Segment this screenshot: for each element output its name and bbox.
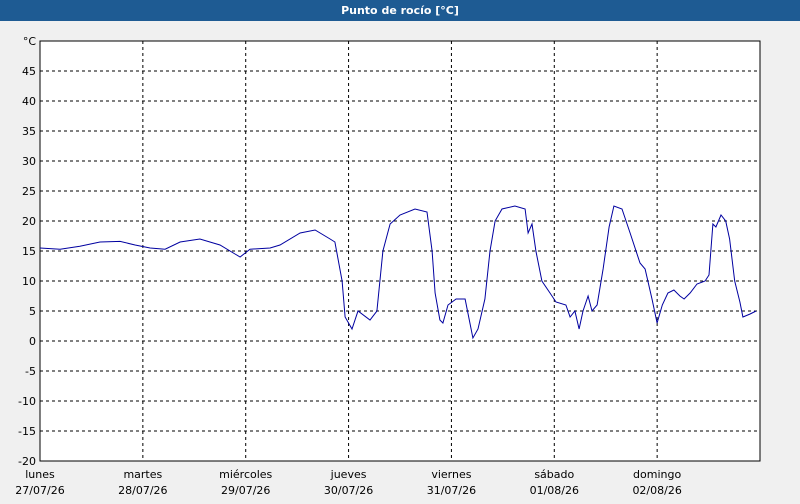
x-tick-sublabel: 31/07/26 <box>427 484 476 497</box>
x-tick-sublabel: 02/08/26 <box>632 484 681 497</box>
x-tick-label: lunes <box>25 468 55 481</box>
x-tick-label: jueves <box>330 468 367 481</box>
y-tick-label: 30 <box>22 155 36 168</box>
y-tick-label: 10 <box>22 275 36 288</box>
x-tick-label: sábado <box>534 468 574 481</box>
y-tick-label: 15 <box>22 245 36 258</box>
y-tick-label: -5 <box>25 365 36 378</box>
y-tick-label: -15 <box>18 425 36 438</box>
x-tick-sublabel: 28/07/26 <box>118 484 167 497</box>
x-tick-sublabel: 27/07/26 <box>15 484 64 497</box>
y-tick-label: 40 <box>22 95 36 108</box>
x-tick-sublabel: 01/08/26 <box>530 484 579 497</box>
data-line <box>39 205 757 340</box>
chart-title: Punto de rocío [°C] <box>341 4 459 17</box>
y-tick-label: 25 <box>22 185 36 198</box>
y-tick-label: -20 <box>18 455 36 468</box>
x-tick-label: martes <box>123 468 162 481</box>
x-tick-label: miércoles <box>219 468 272 481</box>
plot-border <box>39 40 761 462</box>
y-tick-label: 0 <box>29 335 36 348</box>
title-bar <box>0 0 800 21</box>
y-tick-label: -10 <box>18 395 36 408</box>
x-tick-sublabel: 30/07/26 <box>324 484 373 497</box>
x-tick-label: domingo <box>633 468 681 481</box>
y-tick-label: 35 <box>22 125 36 138</box>
x-tick-sublabel: 29/07/26 <box>221 484 270 497</box>
y-tick-label: 20 <box>22 215 36 228</box>
y-tick-label: °C <box>23 35 37 48</box>
y-tick-label: 45 <box>22 65 36 78</box>
y-tick-label: 5 <box>29 305 36 318</box>
x-tick-label: viernes <box>431 468 471 481</box>
